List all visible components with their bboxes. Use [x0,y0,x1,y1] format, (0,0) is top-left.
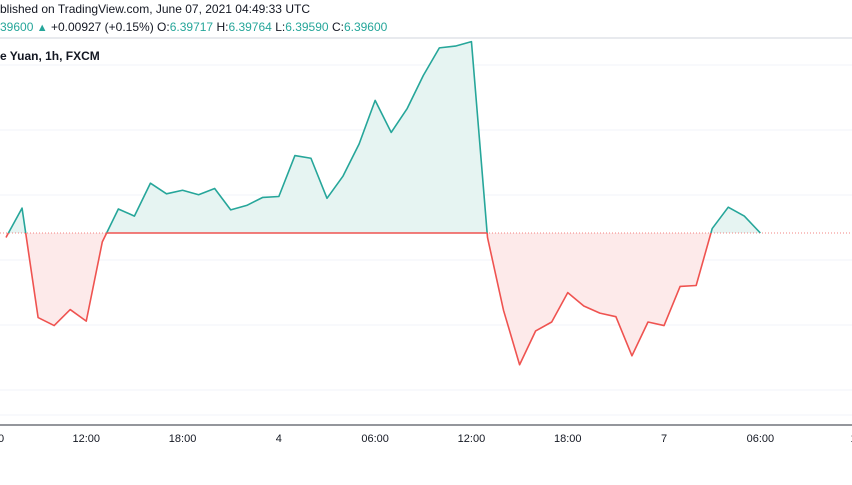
high-value: 6.39764 [228,20,272,34]
x-tick-label: 18:00 [169,433,197,445]
x-tick-label: 0 [0,433,4,445]
x-tick-label: 06:00 [747,433,775,445]
series-segment-up [7,207,27,234]
up-arrow-icon: ▲ [36,22,48,34]
series-segment-down [5,232,10,238]
last-price: 39600 [0,20,34,34]
symbol-title: e Yuan, 1h, FXCM [0,49,100,63]
x-tick-label: 12:00 [458,433,486,445]
series-segment-down [24,232,108,327]
series-segment-up [710,206,761,234]
low-label: L: [275,20,286,34]
series-segment-up [105,40,488,234]
published-info: blished on TradingView.com, June 07, 202… [0,2,310,16]
open-value: 6.39717 [169,20,214,34]
x-tick-label: 12:00 [72,433,100,445]
low-value: 6.39590 [285,20,329,34]
price-change: +0.00927 (+0.15%) [50,20,154,34]
x-tick-label: 06:00 [361,433,389,445]
x-tick-label: 4 [276,433,282,445]
open-label: O: [157,20,170,34]
series-segment-down [486,232,712,366]
x-tick-label: 12 [851,433,852,445]
x-axis: 0 12:00 18:00 4 06:00 12:00 18:00 7 06:00 12 [0,433,852,445]
down-area-fill [6,233,711,365]
up-area-fill [8,41,761,234]
price-line [5,40,761,366]
x-tick-label: 18:00 [554,433,582,445]
x-tick-label: 7 [661,433,667,445]
close-value: 6.39600 [343,20,388,34]
price-readout: 39600 ▲ +0.00927 (+0.15%) O:6.39717 H:6.… [0,20,387,34]
high-label: H: [216,20,229,34]
close-label: C: [331,20,344,34]
